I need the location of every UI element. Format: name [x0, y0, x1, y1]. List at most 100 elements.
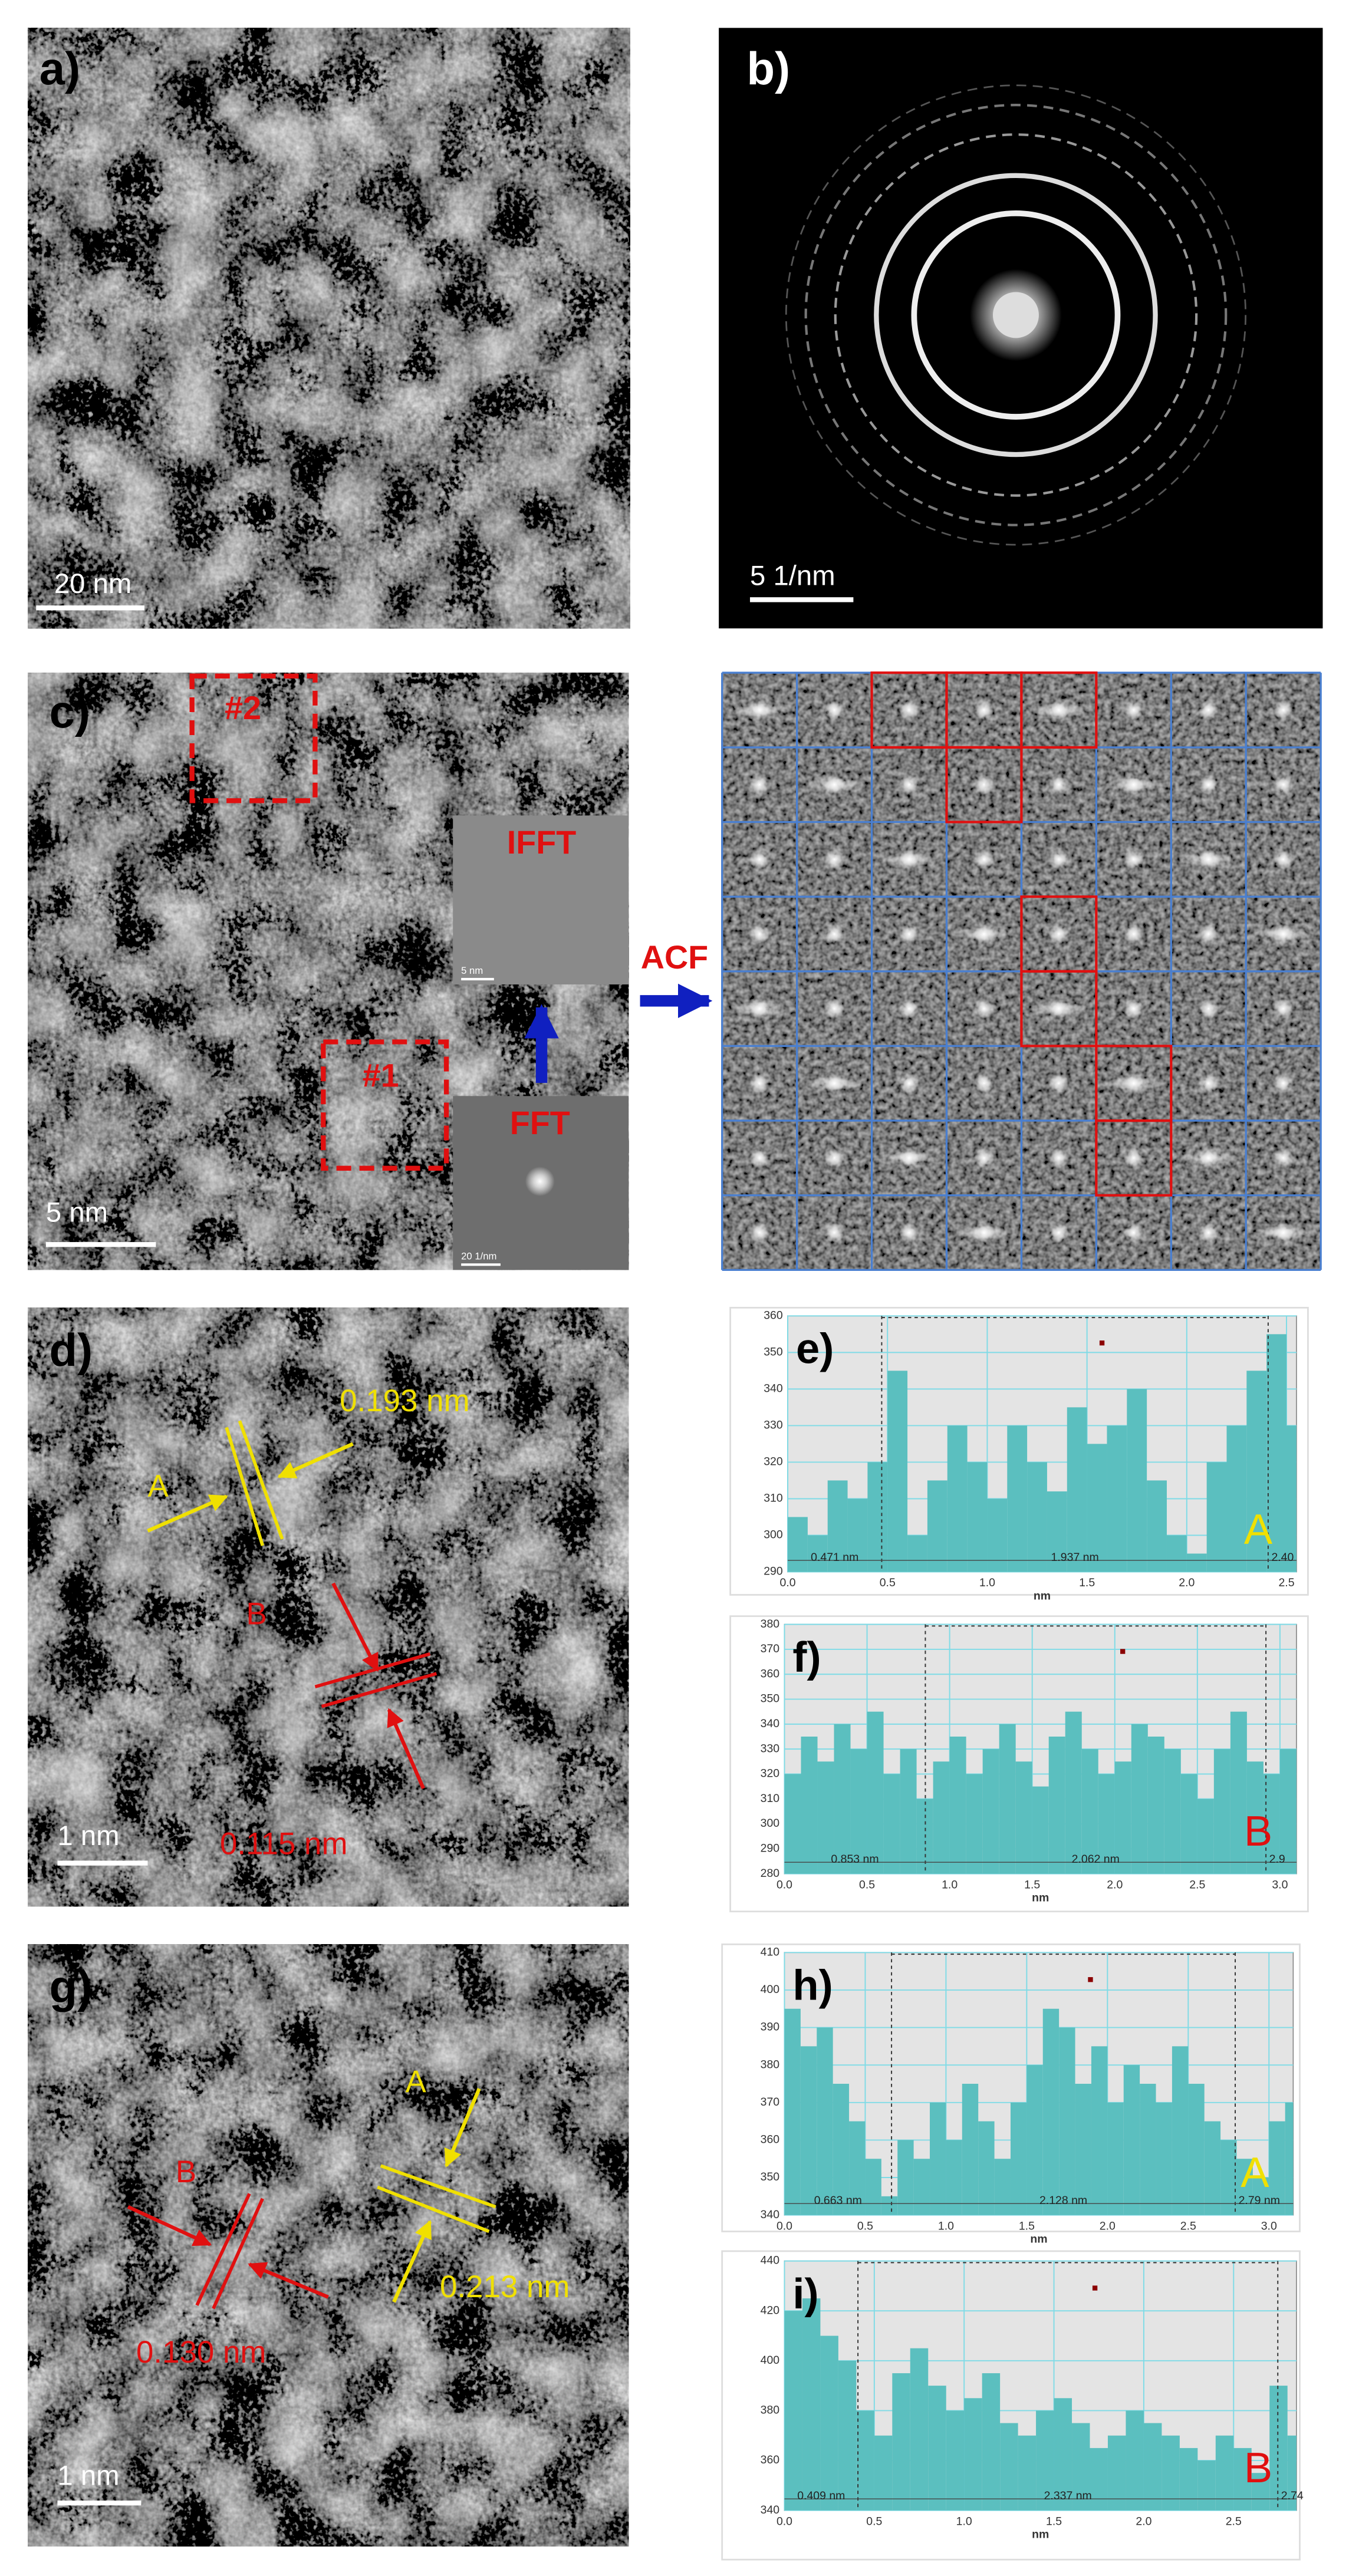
fringe-spacing: 0.213 nm	[440, 2269, 570, 2304]
arrow	[248, 2262, 329, 2299]
profile-bar	[1269, 2386, 1288, 2511]
acf-peak	[1124, 775, 1144, 795]
x-tick-label: 2.0	[1136, 2515, 1151, 2528]
profile-bar	[1287, 2435, 1297, 2511]
acf-peak	[1124, 1223, 1144, 1243]
profile-bar	[1252, 2178, 1269, 2215]
x-tick-label: 2.0	[1179, 1576, 1195, 1589]
profile-bar	[1032, 1786, 1049, 1874]
acf-peak	[899, 1073, 919, 1093]
y-tick-label: 290	[761, 1842, 780, 1855]
y-tick-label: 360	[761, 2453, 780, 2466]
ifft-inset	[453, 815, 629, 985]
x-tick-label: 0.0	[780, 1576, 796, 1589]
inset-title: FFT	[510, 1105, 570, 1141]
profile-bar	[1072, 2423, 1090, 2511]
acf-peak	[1199, 849, 1219, 869]
acf-peak	[1049, 1223, 1069, 1243]
profile-bar	[1156, 2102, 1172, 2215]
profile-bar	[1107, 1425, 1127, 1572]
y-tick-label: 360	[761, 2133, 780, 2146]
panel-label: a)	[40, 42, 80, 94]
y-tick-label: 340	[761, 2503, 780, 2516]
acf-peak	[1124, 849, 1144, 869]
profile-bar	[827, 1480, 848, 1572]
profile-bar	[1075, 2083, 1091, 2215]
acf-peak	[974, 1148, 994, 1168]
acf-peak	[749, 1148, 769, 1168]
profile-bar	[856, 2410, 874, 2511]
acf-peak	[824, 1073, 844, 1093]
x-axis-label: nm	[1034, 1589, 1051, 1602]
cursor-point	[1092, 2285, 1098, 2291]
acf-peak	[749, 999, 769, 1019]
x-tick-label: 1.5	[1079, 1576, 1095, 1589]
x-tick-label: 0.5	[859, 1878, 875, 1891]
series-label: A	[1241, 2149, 1269, 2196]
profile-bar	[1036, 2410, 1054, 2511]
profile-bar	[1220, 2140, 1237, 2215]
acf-peak	[899, 700, 919, 720]
x-tick-label: 0.5	[880, 1576, 896, 1589]
y-tick-label: 370	[761, 2096, 780, 2109]
profile-bar	[1047, 1491, 1067, 1572]
x-tick-label: 0.0	[777, 2219, 792, 2232]
acf-peak	[974, 999, 994, 1019]
measure-label: 2.062 nm	[1072, 1853, 1120, 1866]
acf-peak	[749, 1073, 769, 1093]
profile-bar	[784, 2311, 802, 2511]
profile-bar	[1126, 2410, 1144, 2511]
profile-bar	[849, 2121, 866, 2215]
acf-peak	[899, 775, 919, 795]
panel-label: f)	[792, 1633, 821, 1681]
profile-bar	[1172, 2046, 1189, 2215]
profile-bar	[881, 2196, 898, 2215]
panel-label: b)	[746, 42, 790, 94]
acf-peak	[1049, 700, 1069, 720]
measure-label: 0.409 nm	[797, 2489, 845, 2502]
profile-bar	[1059, 2027, 1075, 2215]
profile-bar	[946, 2410, 965, 2511]
profile-bar	[784, 2008, 801, 2215]
profile-bar	[802, 2298, 821, 2511]
y-tick-label: 380	[761, 1618, 780, 1630]
center-spot	[992, 292, 1039, 338]
acf-peak	[1199, 700, 1219, 720]
inset-title: IFFT	[507, 824, 576, 861]
arrow	[277, 1442, 354, 1478]
measure-label: 0.853 nm	[831, 1853, 879, 1866]
acf-highlight	[945, 746, 1023, 823]
profile-bar	[847, 1498, 868, 1572]
scale-bar-label: 20 nm	[54, 568, 131, 599]
panel-label: d)	[50, 1324, 93, 1376]
acf-peak	[1049, 1148, 1069, 1168]
acf-peak	[824, 1148, 844, 1168]
y-tick-label: 320	[761, 1767, 780, 1780]
acf-peak	[749, 849, 769, 869]
profile-bar	[1166, 1535, 1187, 1572]
y-tick-label: 340	[761, 1717, 780, 1730]
y-tick-label: 440	[761, 2254, 780, 2267]
y-tick-label: 400	[761, 2354, 780, 2367]
profile-bar	[865, 2159, 881, 2215]
y-tick-label: 310	[761, 1792, 780, 1805]
ring	[785, 84, 1247, 546]
profile-bar	[1143, 2423, 1162, 2511]
profile-bar	[1197, 1798, 1214, 1874]
scale-bar-label: 1 nm	[57, 2460, 119, 2492]
profile-bar	[867, 1711, 884, 1874]
profile-bar	[1266, 1334, 1287, 1572]
profile-bar	[784, 1774, 801, 1874]
profile-bar	[994, 2159, 1011, 2215]
profile-bar	[1067, 1407, 1087, 1572]
x-tick-label: 2.5	[1180, 2219, 1196, 2232]
acf-peak	[899, 924, 919, 944]
x-tick-label: 2.5	[1189, 1878, 1205, 1891]
profile-bar	[1042, 2008, 1060, 2215]
profile-bar	[1000, 2423, 1018, 2511]
arrow	[392, 2219, 432, 2303]
acf-label: ACF	[641, 939, 708, 976]
region-box	[189, 673, 318, 803]
profile-bar	[1233, 2447, 1252, 2511]
fringe-spacing: 0.130 nm	[136, 2335, 266, 2370]
